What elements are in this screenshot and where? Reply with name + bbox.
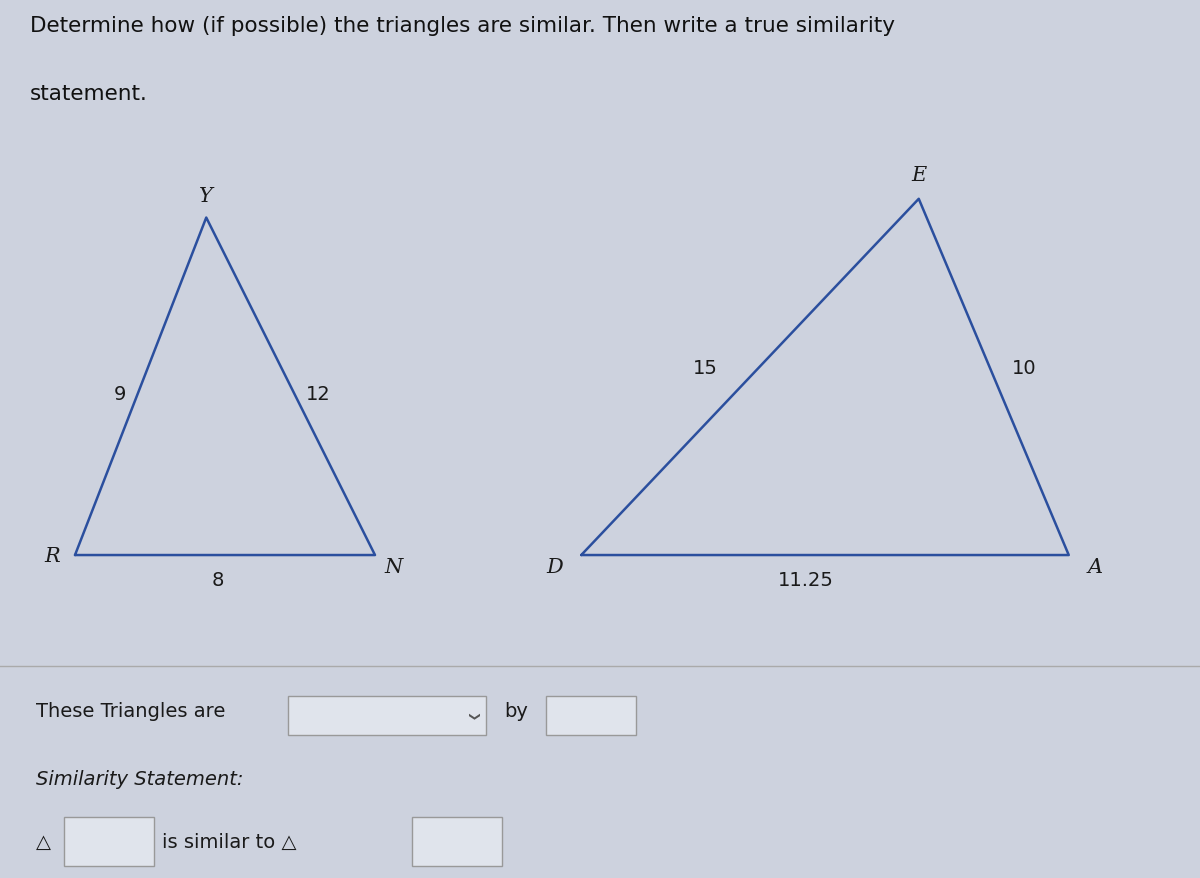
Text: R: R bbox=[44, 546, 60, 565]
Text: 10: 10 bbox=[1012, 358, 1036, 378]
Text: Determine how (if possible) the triangles are similar. Then write a true similar: Determine how (if possible) the triangle… bbox=[30, 16, 895, 36]
Text: 8: 8 bbox=[211, 570, 223, 589]
Text: These Triangles are: These Triangles are bbox=[36, 701, 226, 720]
FancyBboxPatch shape bbox=[412, 817, 502, 867]
FancyBboxPatch shape bbox=[546, 696, 636, 735]
Text: E: E bbox=[911, 166, 926, 184]
Text: Similarity Statement:: Similarity Statement: bbox=[36, 769, 244, 788]
FancyBboxPatch shape bbox=[288, 696, 486, 735]
Text: 15: 15 bbox=[692, 358, 718, 378]
Text: 9: 9 bbox=[114, 385, 126, 404]
Text: D: D bbox=[547, 558, 563, 576]
Text: is similar to △: is similar to △ bbox=[162, 832, 296, 851]
Text: 12: 12 bbox=[306, 385, 331, 404]
Text: by: by bbox=[504, 701, 528, 720]
Text: Y: Y bbox=[199, 186, 214, 205]
Text: ❯: ❯ bbox=[466, 711, 478, 720]
Text: statement.: statement. bbox=[30, 84, 148, 104]
Text: 11.25: 11.25 bbox=[779, 570, 834, 589]
FancyBboxPatch shape bbox=[64, 817, 154, 867]
Text: A: A bbox=[1087, 558, 1103, 576]
Text: N: N bbox=[385, 558, 403, 576]
Text: △: △ bbox=[36, 832, 50, 851]
